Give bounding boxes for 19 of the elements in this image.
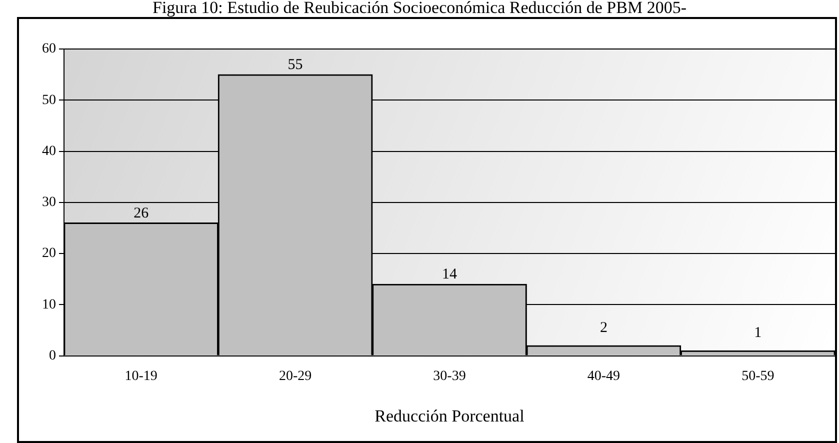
data-label: 1 [754, 325, 762, 342]
x-tick-label: 20-29 [278, 368, 312, 384]
x-tick-label: 40-49 [587, 368, 620, 384]
y-tick-label: 20 [42, 246, 56, 262]
x-axis-title: Reducción Porcentual [374, 406, 525, 426]
y-tick-label: 40 [42, 144, 56, 159]
data-label: 2 [600, 320, 608, 336]
y-tick-label: 50 [42, 92, 56, 108]
chart-title: Figura 10: Estudio de Reubicación Socioeconómica Reducción de PBM 2005- [152, 0, 688, 18]
data-label: 55 [288, 57, 303, 74]
x-tick-label: 30-39 [433, 368, 466, 384]
data-label: 26 [134, 205, 150, 222]
data-label: 14 [442, 266, 458, 283]
x-tick-label: 50-59 [742, 368, 774, 384]
y-tick-label: 30 [42, 195, 56, 210]
y-tick-label: 0 [49, 348, 56, 364]
y-tick-label: 60 [42, 42, 56, 57]
x-tick-label: 10-19 [124, 368, 158, 384]
y-tick-label: 10 [42, 297, 56, 312]
